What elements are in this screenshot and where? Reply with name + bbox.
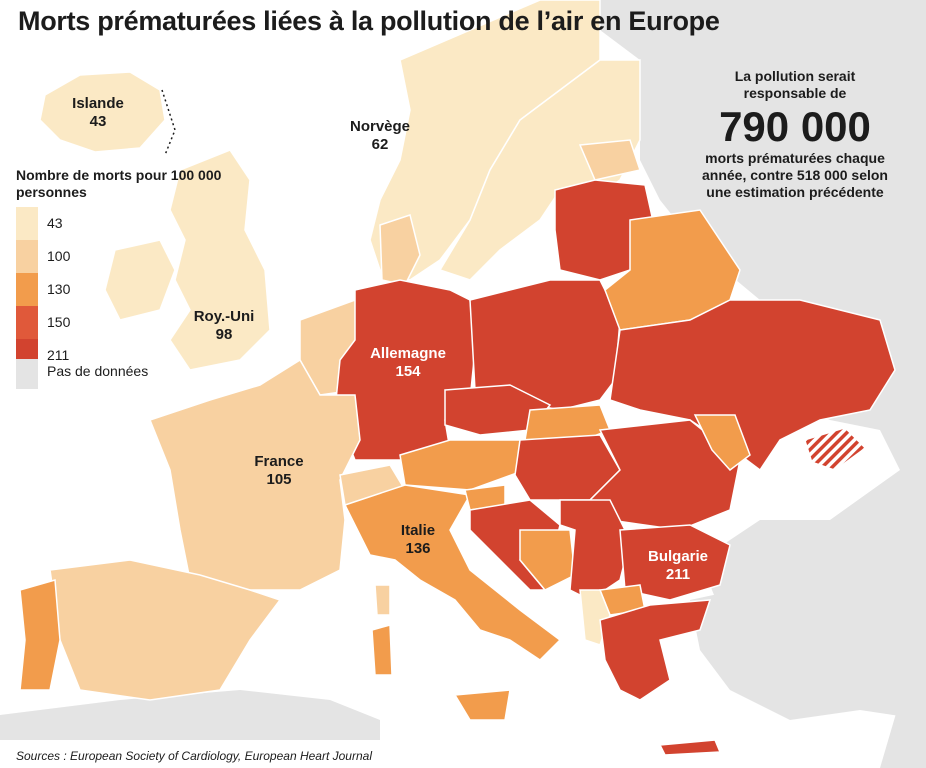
callout: La pollution serait responsable de 790 0… xyxy=(700,68,890,201)
country-value: 43 xyxy=(89,113,107,130)
country-germany xyxy=(334,279,476,461)
legend-row: 43 xyxy=(16,207,226,240)
country-value: 98 xyxy=(215,326,233,343)
crimea-hatched xyxy=(804,427,866,471)
legend-swatch xyxy=(16,306,38,339)
country-name: Italie xyxy=(400,522,436,539)
country-france xyxy=(149,358,361,591)
country-ireland xyxy=(104,239,176,321)
turkey-no-data xyxy=(690,585,926,720)
country-italy xyxy=(343,484,562,661)
country-name: Bulgarie xyxy=(647,548,709,565)
country-moldova xyxy=(693,414,751,472)
legend-label: 43 xyxy=(47,215,63,231)
country-sardinia xyxy=(371,624,393,676)
country-value: 211 xyxy=(665,566,691,583)
country-name: Allemagne xyxy=(370,345,446,362)
legend-title: Nombre de morts pour 100 000 personnes xyxy=(16,167,222,200)
iceland-inset-border xyxy=(161,89,176,156)
country-name: Roy.-Uni xyxy=(193,308,255,325)
country-crete xyxy=(658,739,722,756)
label-bulgaria: Bulgarie 211 xyxy=(648,548,708,584)
source-credit: Sources : European Society of Cardiology… xyxy=(16,749,372,763)
country-corsica xyxy=(374,584,391,616)
legend-row: 100 xyxy=(16,240,226,273)
label-iceland: Islande 43 xyxy=(72,95,124,131)
country-greece xyxy=(599,599,712,701)
label-france: France 105 xyxy=(254,453,303,489)
legend-label: 130 xyxy=(47,281,71,297)
country-sweden-finland xyxy=(438,59,641,281)
country-name: Islande xyxy=(72,95,124,112)
country-ukraine xyxy=(609,299,896,472)
page-title: Morts prématurées liées à la pollution d… xyxy=(18,6,720,36)
land-no-data xyxy=(560,0,926,768)
legend-swatch xyxy=(16,273,38,306)
legend-row: 150 xyxy=(16,306,226,339)
legend-label: 211 xyxy=(47,347,70,363)
legend-label: 100 xyxy=(47,248,71,264)
legend-no-data-label: Pas de données xyxy=(47,363,149,379)
label-italy: Italie 136 xyxy=(401,522,435,558)
country-name: France xyxy=(254,453,304,470)
country-value: 136 xyxy=(405,540,431,557)
callout-line2: morts prématurées chaque année, contre 5… xyxy=(702,150,888,200)
callout-number: 790 000 xyxy=(719,103,871,150)
legend-swatch xyxy=(16,207,38,240)
legend-row: 130 xyxy=(16,273,226,306)
country-name: Norvège xyxy=(349,118,411,135)
country-sicily xyxy=(453,689,511,721)
country-value: 105 xyxy=(266,471,292,488)
country-united-kingdom xyxy=(169,149,271,371)
label-united-kingdom: Roy.-Uni 98 xyxy=(194,308,255,344)
legend-label: 150 xyxy=(47,314,71,330)
country-portugal xyxy=(19,579,61,691)
country-iceland xyxy=(39,71,166,153)
country-estonia xyxy=(578,139,641,181)
legend-swatch xyxy=(16,240,38,273)
country-bosnia xyxy=(519,529,576,591)
legend-no-data-swatch xyxy=(16,359,38,389)
label-norway: Norvège 62 xyxy=(350,118,410,154)
north-africa-no-data xyxy=(0,690,380,740)
country-spain xyxy=(49,559,282,701)
legend: Nombre de morts pour 100 000 personnes 4… xyxy=(16,167,226,372)
label-germany: Allemagne 154 xyxy=(370,345,446,381)
country-value: 154 xyxy=(395,363,421,380)
callout-line1: La pollution serait responsable de xyxy=(734,68,856,101)
country-denmark xyxy=(379,214,421,286)
country-value: 62 xyxy=(371,136,389,153)
